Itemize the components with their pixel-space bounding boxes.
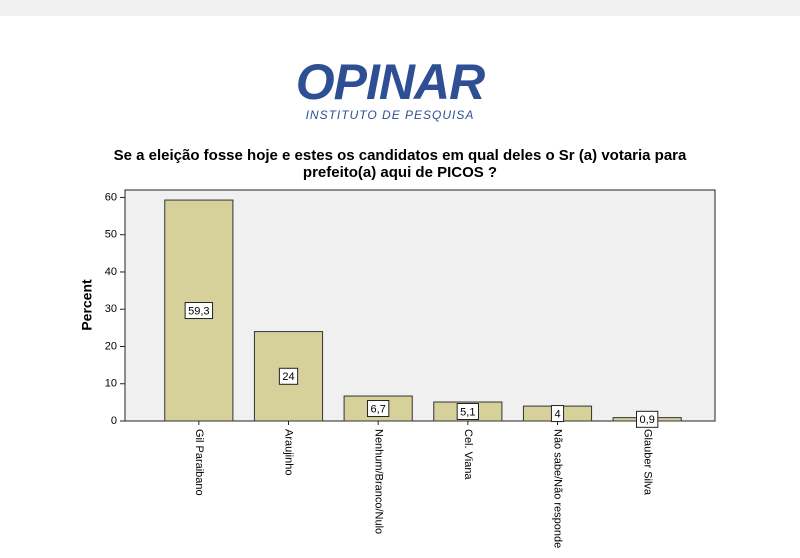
x-tick-label: Araujinho: [283, 429, 295, 475]
chart-subtitle: prefeito(a) aqui de PICOS ?: [303, 164, 497, 181]
value-label: 4: [554, 408, 560, 420]
y-tick-label: 60: [105, 191, 117, 203]
y-tick-label: 0: [111, 415, 117, 427]
top-strip: [0, 0, 800, 16]
value-label-box: [278, 367, 299, 385]
value-label: 6,7: [371, 403, 386, 415]
value-label: 59,3: [188, 305, 209, 317]
y-tick-label: 40: [105, 266, 117, 278]
value-label-box: [636, 410, 659, 428]
value-label-box: [184, 302, 214, 320]
chart-title: Se a eleição fosse hoje e estes os candi…: [114, 147, 687, 164]
value-label: 0,9: [640, 414, 655, 426]
y-tick-label: 10: [105, 378, 117, 390]
logo: OPINAR: [296, 54, 485, 110]
value-label-box: [456, 402, 479, 420]
y-tick-label: 30: [105, 303, 117, 315]
value-label-box: [367, 400, 390, 418]
y-tick-label: 20: [105, 340, 117, 352]
logo-tagline: INSTITUTO DE PESQUISA: [306, 108, 475, 122]
value-label: 24: [282, 371, 294, 383]
x-tick-label: Cel. Viana: [462, 429, 474, 480]
y-axis-label: Percent: [79, 279, 95, 331]
x-tick-label: Não sabe/Não responde: [552, 429, 564, 548]
x-tick-label: Nenhum/Branco/Nulo: [372, 429, 384, 534]
value-label-box: [550, 405, 565, 423]
x-tick-label: Glauber Silva: [641, 429, 653, 496]
y-tick-label: 50: [105, 229, 117, 241]
value-label: 5,1: [460, 406, 475, 418]
x-tick-label: Gil Paraibano: [193, 429, 205, 496]
